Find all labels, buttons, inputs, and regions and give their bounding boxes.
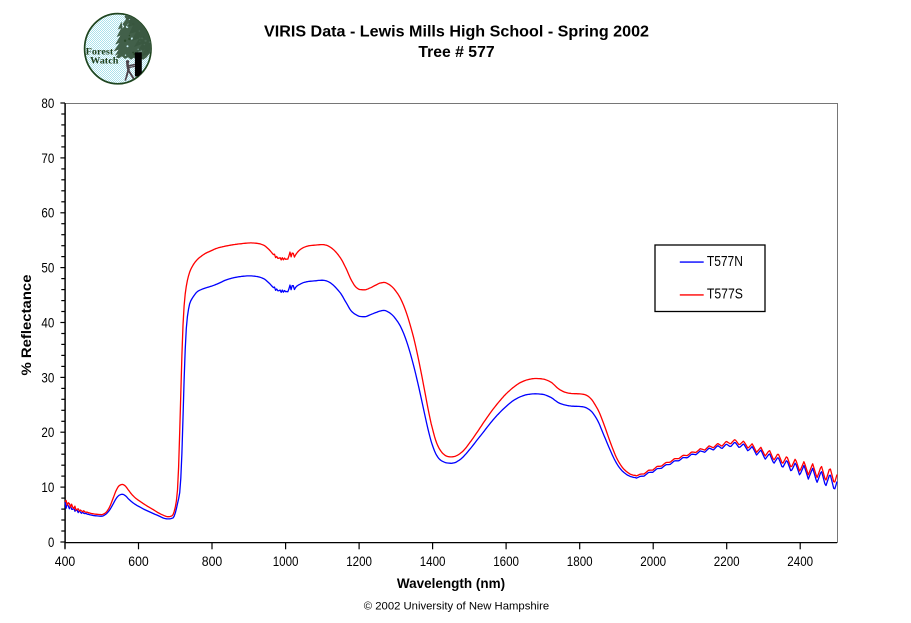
- svg-text:10: 10: [41, 480, 54, 495]
- svg-text:800: 800: [202, 554, 223, 569]
- svg-text:1200: 1200: [346, 554, 372, 569]
- svg-text:T577N: T577N: [707, 254, 743, 270]
- svg-text:VIRIS Data - Lewis Mills High: VIRIS Data - Lewis Mills High School - S…: [264, 23, 649, 40]
- svg-text:1800: 1800: [567, 554, 593, 569]
- svg-text:400: 400: [55, 554, 76, 569]
- svg-text:Forest: Forest: [86, 46, 114, 57]
- svg-text:20: 20: [41, 425, 54, 440]
- svg-text:2000: 2000: [640, 554, 666, 569]
- svg-text:2400: 2400: [787, 554, 813, 569]
- svg-text:80: 80: [41, 96, 54, 111]
- svg-text:30: 30: [41, 370, 54, 385]
- svg-text:50: 50: [41, 261, 54, 276]
- svg-text:1600: 1600: [493, 554, 519, 569]
- svg-text:% Reflectance: % Reflectance: [18, 274, 34, 375]
- svg-text:70: 70: [41, 151, 54, 166]
- svg-text:T577S: T577S: [707, 287, 743, 303]
- svg-text:© 2002 University of New Hamps: © 2002 University of New Hampshire: [364, 601, 549, 613]
- svg-text:Tree # 577: Tree # 577: [418, 44, 494, 61]
- svg-text:2200: 2200: [714, 554, 740, 569]
- svg-text:600: 600: [128, 554, 149, 569]
- svg-text:0: 0: [48, 535, 54, 550]
- svg-text:60: 60: [41, 206, 54, 221]
- svg-text:Wavelength (nm): Wavelength (nm): [397, 576, 505, 591]
- svg-text:1400: 1400: [420, 554, 446, 569]
- svg-text:40: 40: [41, 315, 54, 330]
- svg-text:1000: 1000: [273, 554, 299, 569]
- svg-text:Watch: Watch: [90, 56, 119, 67]
